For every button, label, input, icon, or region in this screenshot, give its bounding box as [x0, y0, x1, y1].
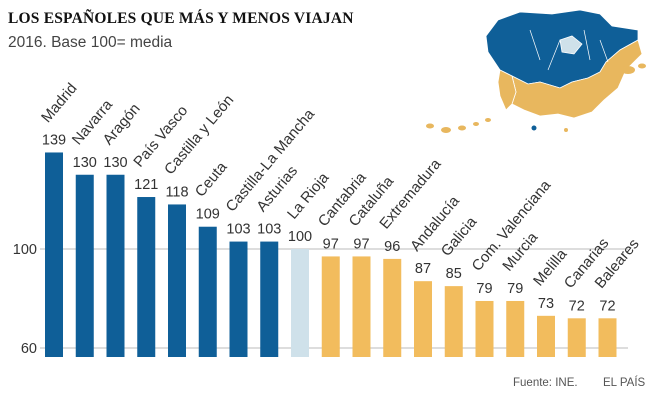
- brand-label: EL PAÍS: [603, 376, 646, 389]
- map-canarias: [426, 123, 434, 129]
- data-label: 97: [323, 236, 339, 252]
- chart-title: LOS ESPAÑOLES QUE MÁS Y MENOS VIAJAN: [8, 9, 354, 27]
- source-note: Fuente: INE.: [513, 377, 578, 389]
- chart-subtitle: 2016. Base 100= media: [8, 34, 173, 51]
- bar: [260, 241, 279, 357]
- data-label: 130: [103, 155, 127, 171]
- bar: [506, 300, 525, 357]
- bar: [383, 258, 402, 357]
- y-tick-label: 60: [21, 341, 37, 357]
- bar: [567, 318, 586, 357]
- map-baleares: [621, 66, 635, 74]
- bar: [444, 286, 463, 357]
- data-label: 130: [73, 155, 97, 171]
- data-label: 121: [134, 177, 158, 193]
- data-label: 103: [226, 222, 250, 238]
- gridlines: 60 100: [13, 242, 628, 357]
- bar: [321, 256, 340, 357]
- data-label: 118: [165, 184, 188, 200]
- bar: [45, 152, 63, 357]
- spain-map-icon: [426, 9, 646, 133]
- bar: [137, 197, 156, 357]
- bar: [537, 315, 555, 357]
- bar: [291, 249, 309, 357]
- data-label: 85: [446, 266, 462, 282]
- category-label: Madrid: [38, 80, 81, 126]
- data-label: 79: [507, 281, 523, 297]
- map-region-west: [497, 69, 517, 111]
- bar: [168, 204, 186, 357]
- data-label: 72: [569, 298, 585, 314]
- category-label: Ceuta: [192, 158, 231, 200]
- bar: [475, 300, 494, 357]
- y-tick-label: 100: [13, 242, 37, 258]
- bar: [598, 318, 617, 357]
- data-label: 87: [415, 261, 431, 277]
- bar: [198, 226, 217, 357]
- data-label: 139: [42, 132, 66, 148]
- bar: [106, 174, 125, 357]
- data-label: 109: [196, 207, 220, 223]
- data-label: 73: [538, 296, 554, 312]
- bar: [414, 281, 432, 357]
- bars: [45, 152, 617, 357]
- data-label: 97: [353, 236, 369, 252]
- data-label: 79: [476, 281, 492, 297]
- map-region-madrid: [559, 35, 583, 55]
- bar: [75, 174, 94, 357]
- bar: [229, 241, 248, 357]
- data-label: 72: [599, 298, 615, 314]
- bar: [352, 256, 371, 357]
- data-label: 100: [288, 229, 312, 245]
- data-label: 96: [384, 239, 400, 255]
- data-label: 103: [257, 222, 281, 238]
- map-region-below: [511, 39, 643, 119]
